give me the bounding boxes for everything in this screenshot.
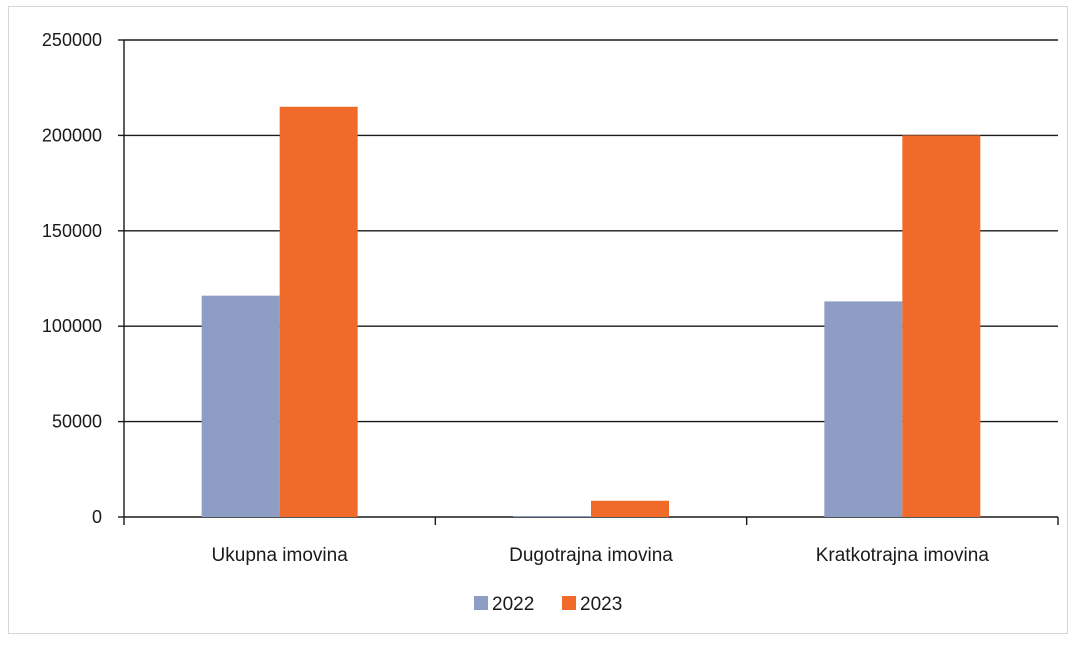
legend-label: 2023 — [580, 594, 622, 615]
bars — [201, 106, 981, 517]
bar-2023-1 — [591, 500, 669, 517]
y-tick-label: 0 — [92, 507, 102, 527]
y-tick-label: 100000 — [42, 316, 102, 336]
y-tick-label: 50000 — [52, 412, 102, 432]
legend: 2022 2023 — [474, 594, 622, 615]
category-labels: Ukupna imovina Dugotrajna imovina Kratkotr… — [212, 545, 990, 566]
y-tick-labels: 0 50000 100000 150000 200000 250000 — [42, 30, 102, 527]
category-label: Kratkotrajna imovina — [816, 545, 990, 566]
y-tick-label: 150000 — [42, 221, 102, 241]
category-label: Dugotrajna imovina — [509, 545, 673, 566]
bar-2022-0 — [201, 295, 280, 517]
y-tick-label: 250000 — [42, 30, 102, 50]
category-label: Ukupna imovina — [212, 545, 349, 566]
bar-2022-2 — [824, 301, 903, 517]
bar-2023-2 — [902, 135, 981, 517]
legend-swatch-2023 — [562, 596, 576, 610]
legend-label: 2022 — [492, 594, 534, 615]
y-tick-label: 200000 — [42, 125, 102, 145]
bar-2022-1 — [513, 516, 591, 517]
bar-2023-0 — [279, 106, 358, 517]
legend-swatch-2022 — [474, 596, 488, 610]
